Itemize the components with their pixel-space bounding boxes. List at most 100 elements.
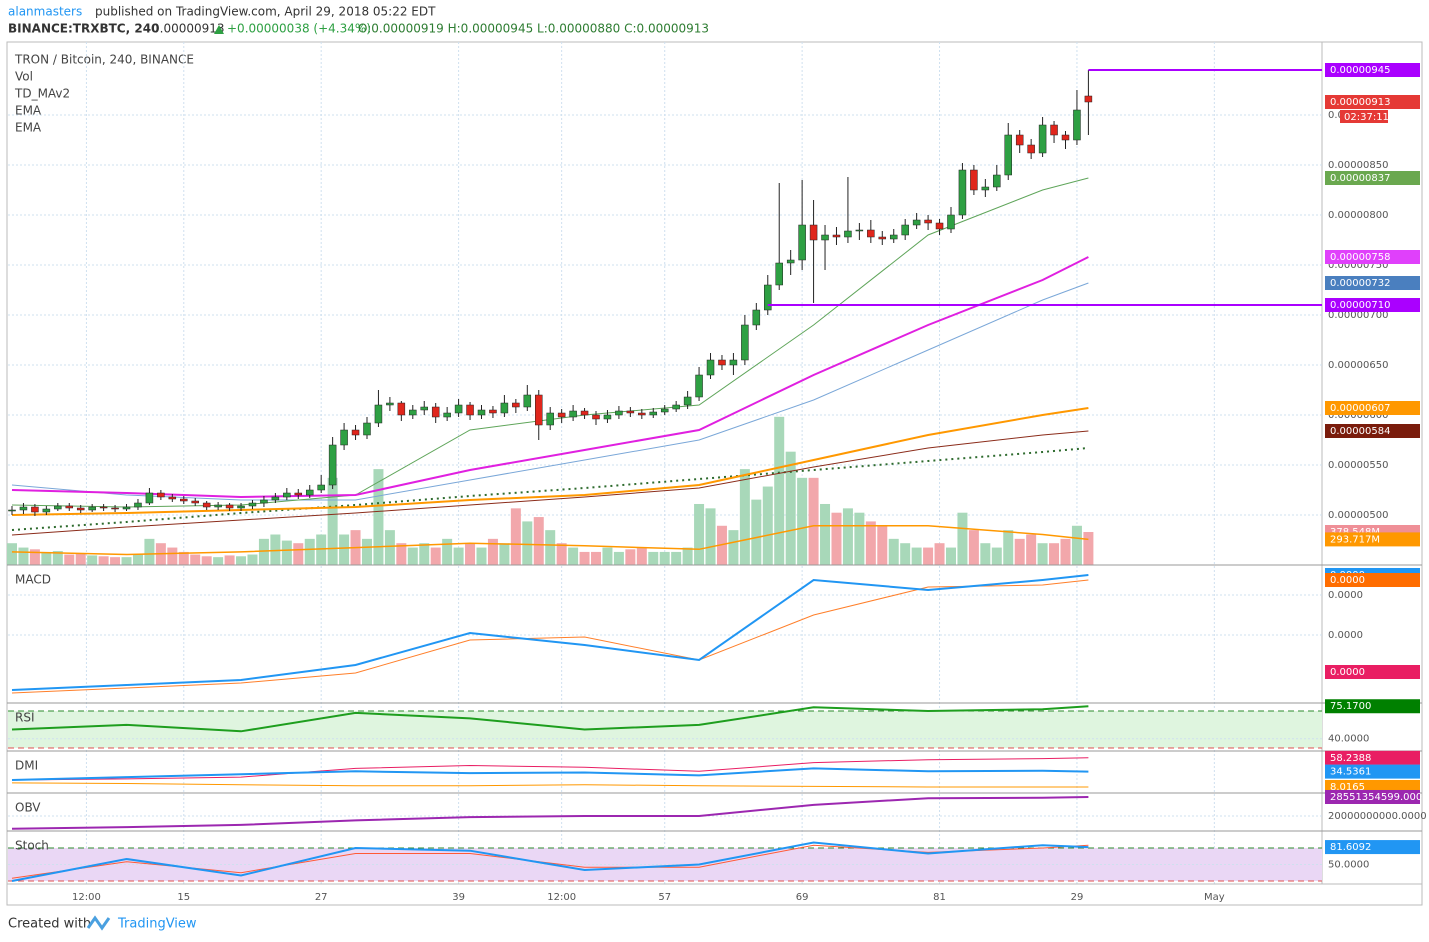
volume-bar	[98, 556, 109, 565]
volume-bar	[1071, 525, 1082, 565]
price-badge	[1325, 63, 1420, 77]
volume-bar	[957, 512, 968, 565]
price-badge	[1325, 840, 1420, 855]
x-tick-label: 39	[452, 892, 465, 903]
volume-bar	[900, 543, 911, 565]
pane-label: RSI	[15, 711, 35, 725]
candle-body	[741, 324, 749, 361]
volume-bar	[487, 538, 498, 565]
volume-bar	[705, 508, 716, 565]
candle-body	[317, 484, 325, 491]
candle-body	[981, 186, 990, 191]
candle-body	[54, 505, 62, 510]
candle-body	[1050, 124, 1058, 136]
volume-bar	[430, 547, 441, 565]
series-line	[11, 841, 1089, 882]
volume-bar	[316, 534, 327, 565]
volume-bar	[934, 543, 945, 565]
candle-body	[42, 508, 51, 513]
volume-bar	[339, 534, 350, 565]
price-badge	[1325, 250, 1420, 264]
volume-bar	[831, 512, 842, 565]
candle-body	[844, 230, 852, 238]
candle-body	[191, 500, 199, 504]
candle-body	[397, 402, 406, 416]
candle-body	[592, 414, 600, 420]
price-badge	[1325, 532, 1420, 547]
volume-bar	[533, 517, 544, 565]
volume-bar	[293, 543, 304, 565]
volume-bar	[968, 530, 979, 565]
volume-bar	[854, 512, 865, 565]
candle-body	[764, 284, 772, 311]
volume-bar	[865, 521, 876, 565]
candle-body	[76, 507, 85, 511]
volume-bar	[327, 477, 338, 565]
candle-body	[1061, 134, 1070, 141]
candle-body	[65, 505, 74, 509]
candle-body	[88, 506, 96, 511]
volume-bar	[808, 477, 819, 565]
legend: TRON / Bitcoin, 240, BINANCE Vol TD_MAv2 EM…	[14, 53, 194, 135]
volume-bar	[648, 551, 659, 565]
candle-body	[878, 236, 887, 240]
candle-body	[283, 492, 291, 498]
candle-body	[867, 229, 875, 238]
volume-bar	[87, 555, 98, 565]
candle-body	[420, 406, 428, 411]
y-tick-label: 40.0000	[1328, 734, 1369, 745]
candle-body	[248, 502, 257, 507]
x-tick-label: 12:00	[72, 892, 101, 903]
candle-body	[947, 214, 955, 230]
candle-body	[1073, 109, 1081, 141]
price-badge-label: 81.6092	[1330, 842, 1371, 853]
volume-bar	[190, 554, 201, 565]
candle-body	[729, 359, 738, 366]
price-badge	[1325, 424, 1420, 438]
volume-bar	[820, 503, 831, 565]
volume-bar	[1037, 543, 1048, 565]
candle-body	[912, 219, 921, 226]
candle-body	[580, 410, 589, 416]
footer-brand[interactable]: TradingView	[117, 917, 197, 932]
candle-body	[523, 394, 532, 408]
candle-body	[168, 496, 177, 500]
price-badge-label: 58.2388	[1330, 753, 1371, 764]
candle-body	[855, 229, 864, 232]
x-tick-label: 15	[177, 892, 190, 903]
price-badge	[1325, 750, 1420, 765]
candle-body	[1004, 134, 1012, 176]
candle-body	[454, 404, 463, 414]
x-tick-label: 12:00	[547, 892, 576, 903]
volume-bar	[797, 477, 808, 565]
volume-bar	[510, 508, 521, 565]
volume-bar	[201, 556, 212, 565]
price-badge	[1325, 665, 1420, 679]
series-line	[11, 407, 1089, 516]
volume-bar	[453, 547, 464, 565]
volume-bar	[991, 547, 1002, 565]
volume-bar	[1003, 530, 1014, 565]
candle-body	[1027, 144, 1035, 154]
y-tick-label: 0.00000750	[1328, 260, 1388, 271]
candle-body	[512, 402, 520, 408]
author[interactable]: alanmasters	[8, 5, 82, 19]
volume-bar	[751, 499, 762, 565]
pane-label: Stoch	[15, 839, 49, 853]
price-badge-label: 0.00000732	[1330, 278, 1390, 289]
price-badge-label: 0.0000	[1330, 667, 1365, 678]
volume-bar	[373, 469, 384, 565]
candle-body	[1084, 95, 1093, 103]
candle-body	[535, 394, 543, 426]
candle-body	[718, 359, 726, 366]
volume-bar	[911, 547, 922, 565]
price-badge	[1325, 171, 1420, 185]
volume-bar	[499, 543, 510, 565]
candle-body	[615, 410, 623, 416]
candle-body	[489, 409, 497, 414]
series-line	[11, 256, 1089, 499]
candle-body	[31, 506, 39, 513]
volume-bar	[236, 556, 247, 565]
candle-body	[660, 408, 669, 413]
volume-bar	[132, 554, 143, 565]
